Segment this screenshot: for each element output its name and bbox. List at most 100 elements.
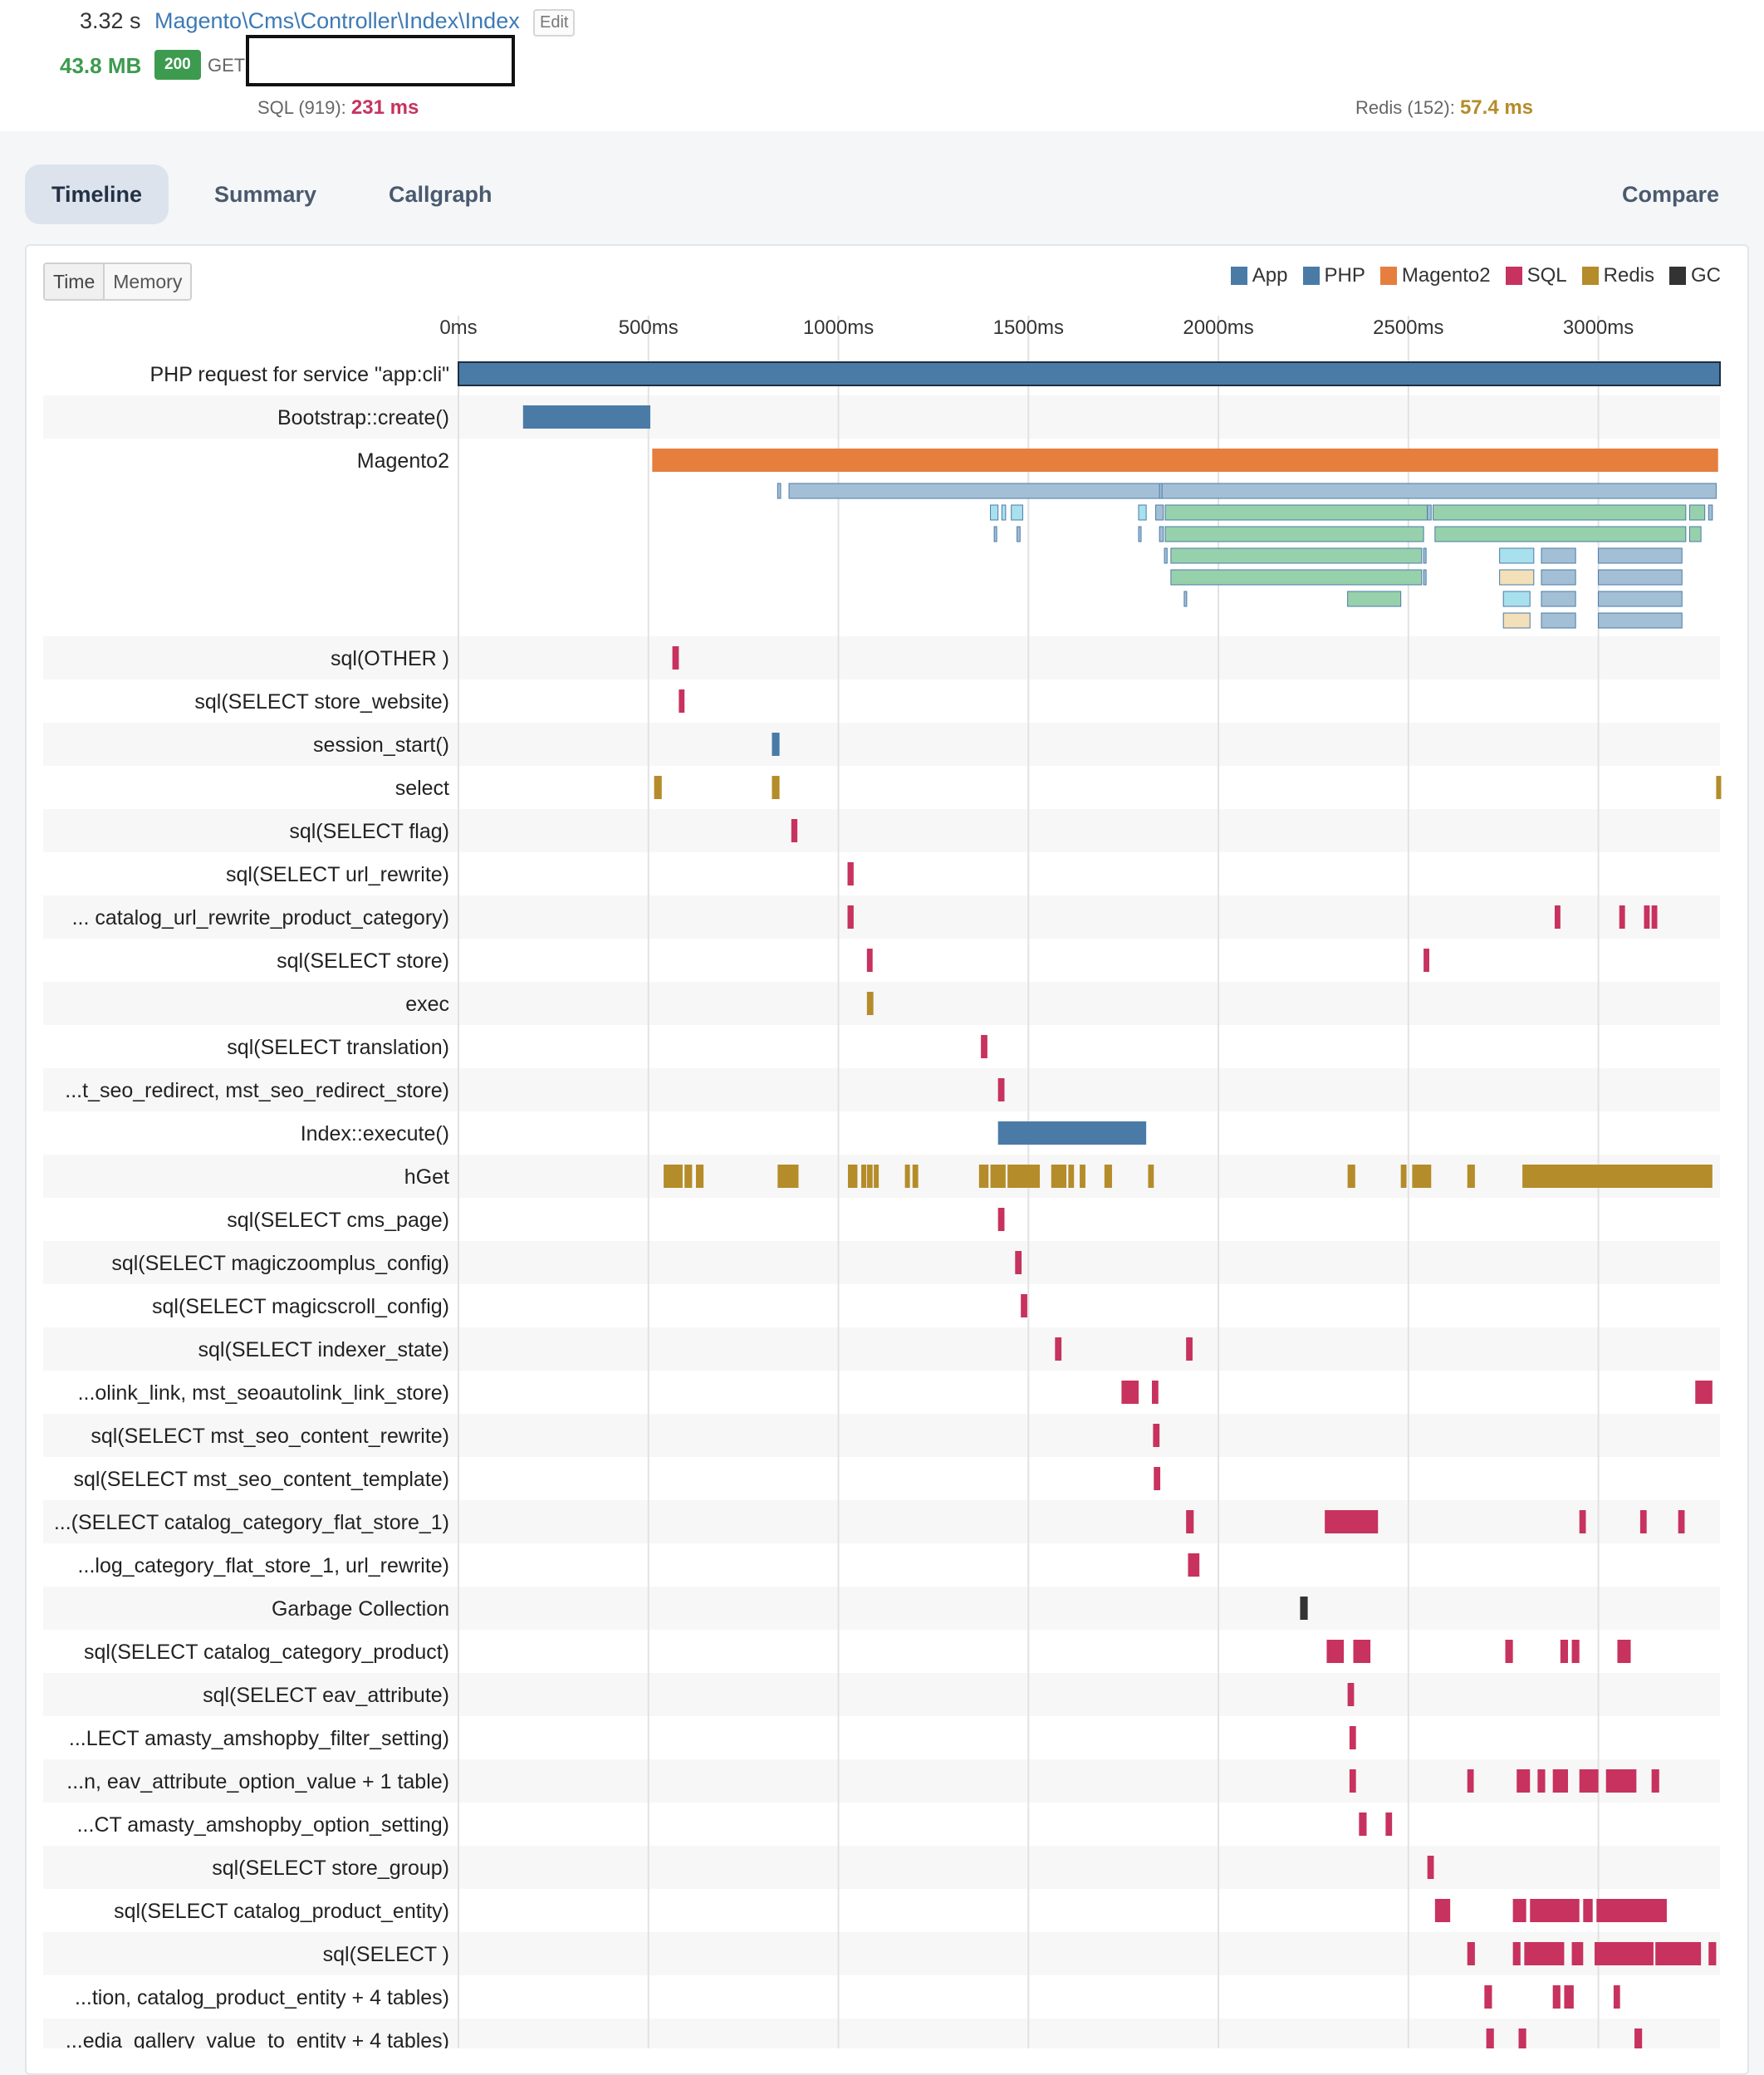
timeline-bar — [1467, 1769, 1474, 1793]
timeline-bar — [1104, 1165, 1112, 1188]
timeline-bar — [1186, 1510, 1194, 1533]
nested-span-bar — [1011, 504, 1023, 521]
timeline-bar — [1552, 1985, 1561, 2009]
timeline-bar — [1347, 1683, 1355, 1706]
timeline-bar — [652, 449, 1718, 472]
controller-link[interactable]: Magento\Cms\Controller\Index\Index — [154, 8, 520, 33]
timeline-bar — [1518, 2028, 1526, 2048]
row-background — [43, 2019, 1720, 2048]
timeline-bar — [1512, 1942, 1521, 1965]
x-tick-label: 500ms — [619, 316, 679, 339]
timeline-bar — [672, 646, 679, 670]
http-method: GET — [208, 55, 246, 76]
legend-label-php: PHP — [1324, 264, 1365, 287]
row-background — [43, 1759, 1720, 1803]
timeline-bar — [772, 733, 780, 756]
nested-span-bar — [1159, 526, 1164, 542]
nested-span-bar — [788, 483, 1717, 499]
x-tick-label: 1500ms — [993, 316, 1064, 339]
timeline-bar — [1400, 1165, 1407, 1188]
row-background — [43, 1673, 1720, 1716]
legend-label-sql: SQL — [1526, 264, 1567, 287]
timeline-bar — [1554, 905, 1561, 929]
timeline-bar — [1484, 1985, 1492, 2009]
memory-toggle-button[interactable]: Memory — [105, 264, 191, 299]
row-label: ...tion, catalog_product_entity + 4 tabl… — [75, 1986, 449, 2009]
row-label: ... catalog_url_rewrite_product_category… — [72, 906, 449, 930]
nested-span-bar — [1138, 504, 1147, 521]
edit-button[interactable]: Edit — [533, 9, 576, 37]
nested-span-bar — [1598, 612, 1683, 629]
timeline-bar — [1579, 1769, 1599, 1793]
nested-span-bar — [1164, 526, 1424, 542]
timeline-bar — [679, 689, 685, 713]
legend-swatch-redis — [1581, 267, 1599, 285]
row-label: sql(SELECT mst_seo_content_template) — [73, 1468, 449, 1491]
timeline-bar — [522, 405, 651, 429]
timeline-bar — [1385, 1813, 1393, 1836]
timeline-bar — [1552, 1769, 1568, 1793]
timeline-bar — [1644, 905, 1650, 929]
timeline-bar — [1359, 1813, 1367, 1836]
timeline-bar — [1517, 1769, 1531, 1793]
timeline-bar — [1080, 1165, 1085, 1188]
nested-span-bar — [990, 504, 999, 521]
nested-span-bar — [1708, 504, 1713, 521]
row-label: Index::execute() — [301, 1122, 449, 1145]
row-background — [43, 895, 1720, 939]
timeline-bar — [1524, 1942, 1565, 1965]
legend-swatch-sql — [1505, 267, 1522, 285]
nested-span-bar — [1001, 504, 1007, 521]
timeline-bar — [791, 819, 798, 842]
timeline-bar — [1512, 1899, 1526, 1922]
timeline-bar — [1634, 2028, 1643, 2048]
tab-timeline[interactable]: Timeline — [25, 164, 169, 224]
legend-swatch-gc — [1669, 267, 1686, 285]
timeline-bar — [1423, 949, 1429, 972]
timeline-bar — [1148, 1165, 1154, 1188]
row-label: Bootstrap::create() — [277, 406, 449, 429]
timeline-bar — [1467, 1165, 1475, 1188]
compare-button[interactable]: Compare — [1621, 182, 1719, 207]
row-label: ...olink_link, mst_seoautolink_link_stor… — [78, 1381, 449, 1405]
nested-span-bar — [1170, 569, 1423, 586]
sql-stat-time: 231 ms — [350, 96, 419, 119]
timeline-bar — [1571, 1942, 1584, 1965]
timeline-bar — [904, 1165, 910, 1188]
row-label: ...log_category_flat_store_1, url_rewrit… — [78, 1554, 449, 1577]
legend-label-magento2: Magento2 — [1401, 264, 1491, 287]
tab-summary[interactable]: Summary — [214, 182, 317, 207]
legend-label-gc: GC — [1691, 264, 1721, 287]
timeline-bar — [1434, 1899, 1451, 1922]
timeline-bar — [1051, 1165, 1067, 1188]
timeline-bar — [997, 1078, 1005, 1101]
sql-stat-label: SQL (919): — [257, 97, 351, 118]
timeline-bar — [1655, 1942, 1702, 1965]
time-toggle-button[interactable]: Time — [45, 264, 105, 299]
legend-item-magento2: Magento2 — [1379, 264, 1491, 287]
view-toggle[interactable]: Time Memory — [43, 262, 193, 301]
timeline-bar — [1188, 1553, 1200, 1577]
url-field[interactable] — [246, 35, 515, 86]
legend-swatch-php — [1302, 267, 1320, 285]
nested-span-bar — [1155, 504, 1164, 521]
legend-item-app: App — [1230, 264, 1288, 287]
nested-span-bar — [1423, 569, 1427, 586]
tab-callgraph[interactable]: Callgraph — [389, 182, 492, 207]
timeline-bar — [990, 1165, 1006, 1188]
timeline-bar — [654, 776, 662, 799]
nested-span-bar — [1541, 547, 1576, 564]
timeline-bar — [1068, 1165, 1075, 1188]
timeline-bar — [1560, 1640, 1568, 1663]
status-badge: 200 — [154, 50, 201, 80]
nested-span-bar — [1170, 547, 1423, 564]
timeline-bar — [1651, 1769, 1659, 1793]
row-label: PHP request for service "app:cli" — [150, 363, 450, 386]
nested-span-bar — [1427, 504, 1432, 521]
timeline-bar — [1151, 1381, 1159, 1404]
timeline-bar — [1486, 2028, 1494, 2048]
row-background — [43, 1241, 1720, 1284]
timeline-bar — [1617, 1640, 1631, 1663]
timeline-bar — [860, 1165, 866, 1188]
